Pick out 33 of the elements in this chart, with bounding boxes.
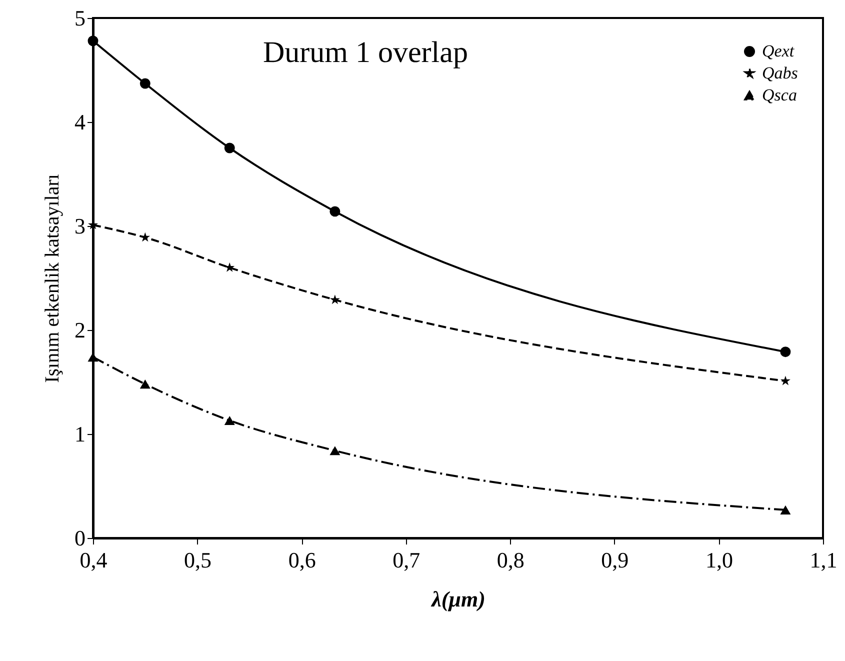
legend-label: Qext [762,42,796,60]
x-tick-label: 0,6 [288,548,316,572]
x-tick-label: 0,4 [80,548,108,572]
x-tick-label: 0,8 [496,548,524,572]
y-tick-label: 0 [74,526,86,550]
point [780,376,790,386]
point [88,36,98,46]
point [330,206,340,217]
legend-label: Qsca [762,86,797,104]
point [140,380,150,389]
legend-label: Qabs [762,64,798,82]
y-tick-label: 3 [74,214,86,238]
point [780,505,791,514]
y-tick-label: 2 [74,318,86,342]
y-axis-title: Işınım etkenlik katsayıları [42,174,64,383]
point [330,446,340,456]
y-tick-label: 5 [74,6,86,30]
x-tick-label: 0,7 [392,548,420,572]
point [140,78,150,89]
point [88,352,98,362]
point [224,416,235,426]
x-tick-label: 1,1 [810,548,838,572]
point [780,346,791,358]
annotation: Durum 1 overlap [263,36,468,69]
x-axis-title: λ(μm) [430,586,486,612]
point [224,142,235,154]
x-tick-label: 1,0 [705,548,733,572]
y-tick-label: 4 [74,110,86,134]
x-tick-label: 0,5 [184,548,212,572]
point [224,262,235,272]
x-tick-label: 0,9 [601,548,629,572]
y-tick-label: 1 [74,422,86,446]
point [330,294,340,304]
